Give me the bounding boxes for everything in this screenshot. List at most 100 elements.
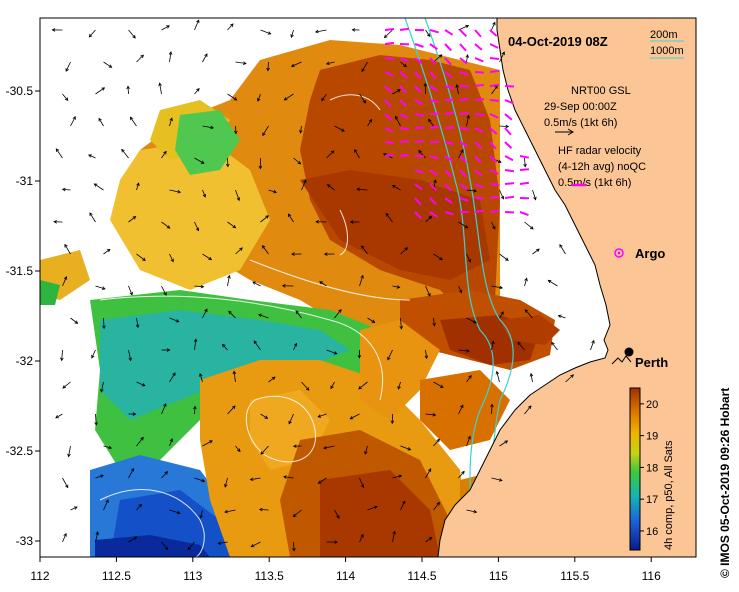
current-arrow xyxy=(291,29,294,38)
current-arrowhead xyxy=(436,501,441,506)
current-arrowhead xyxy=(209,440,213,444)
current-arrowhead xyxy=(281,284,286,288)
radar-arrow xyxy=(459,43,467,52)
current-arrow xyxy=(425,468,432,479)
current-arrow xyxy=(548,280,558,287)
current-arrowhead xyxy=(136,182,140,187)
x-tick-label: 112 xyxy=(30,569,49,583)
current-arrow xyxy=(524,157,526,167)
current-arrowhead xyxy=(504,440,509,444)
current-arrow xyxy=(491,477,503,481)
radar-arrow xyxy=(474,57,484,63)
depth-legend-1000m: 1000m xyxy=(650,45,684,57)
current-arrowhead xyxy=(89,212,93,216)
current-arrow xyxy=(392,531,396,543)
current-arrow xyxy=(400,445,411,451)
current-arrowhead xyxy=(88,154,92,158)
current-arrowhead xyxy=(210,125,215,130)
radar-arrow xyxy=(459,97,470,101)
current-arrow xyxy=(136,54,144,63)
current-arrowhead xyxy=(466,114,470,119)
current-arrow xyxy=(252,281,261,287)
current-arrow xyxy=(169,509,181,514)
current-arrow xyxy=(400,61,407,67)
current-arrowhead xyxy=(72,116,76,120)
current-arrow xyxy=(235,61,246,64)
current-arrowhead xyxy=(130,467,135,472)
current-arrowhead xyxy=(65,484,69,489)
current-arrowhead xyxy=(108,445,113,450)
current-arrowhead xyxy=(93,183,98,187)
current-arrowhead xyxy=(228,310,232,315)
current-arrowhead xyxy=(501,51,505,56)
current-arrowhead xyxy=(126,85,130,90)
radar-arrow xyxy=(444,85,454,90)
current-arrow xyxy=(194,477,205,482)
current-arrowhead xyxy=(242,61,247,65)
colorbar xyxy=(629,387,641,551)
current-arrowhead xyxy=(95,531,99,535)
current-arrow xyxy=(227,93,237,101)
current-arrowhead xyxy=(404,247,409,251)
current-arrowhead xyxy=(460,404,464,409)
current-arrow xyxy=(194,19,200,31)
radar-arrow xyxy=(489,83,500,87)
current-arrow xyxy=(62,477,69,488)
x-axis: 112 112.5 113 113.5 114 114.5 115 115.5 116 xyxy=(30,557,661,583)
current-arrowhead xyxy=(293,342,298,347)
x-tick-label: 115 xyxy=(489,569,508,583)
current-arrowhead xyxy=(172,372,176,377)
current-arrowhead xyxy=(231,405,236,410)
map-title: 04-Oct-2019 08Z xyxy=(508,34,608,49)
radar-arrow xyxy=(474,141,483,149)
argo-marker-dot xyxy=(617,251,621,255)
current-arrow xyxy=(359,534,364,543)
radar-arrow xyxy=(489,195,500,199)
x-tick-label: 116 xyxy=(642,569,661,583)
current-arrow xyxy=(326,61,335,65)
current-arrow xyxy=(136,317,139,328)
radar-arrow xyxy=(414,197,422,206)
current-arrow xyxy=(466,54,469,63)
city-label: Perth xyxy=(635,355,668,370)
current-arrow xyxy=(293,157,301,165)
current-arrow xyxy=(260,445,269,455)
current-arrow xyxy=(95,285,106,290)
current-arrowhead xyxy=(258,165,263,170)
current-arrowhead xyxy=(323,252,328,256)
argo-marker-icon xyxy=(614,248,624,258)
argo-label: Argo xyxy=(635,246,665,261)
current-arrow xyxy=(293,343,297,351)
current-arrow xyxy=(361,61,368,72)
radar-arrow xyxy=(489,43,499,49)
current-arrowhead xyxy=(135,324,140,329)
current-arrowhead xyxy=(551,341,555,346)
hf-radar-arrows xyxy=(384,27,530,220)
current-arrow xyxy=(222,344,228,351)
current-arrowhead xyxy=(439,256,443,261)
current-arrow xyxy=(551,342,558,351)
current-arrow xyxy=(202,125,214,129)
current-arrow xyxy=(300,125,302,134)
current-arrow xyxy=(70,317,78,324)
current-arrowhead xyxy=(108,64,113,68)
current-arrowhead xyxy=(106,248,111,253)
radar-arrow xyxy=(474,83,485,87)
current-arrowhead xyxy=(473,509,478,514)
current-arrowhead xyxy=(351,28,356,32)
y-tick-label: -32 xyxy=(16,354,34,368)
current-arrowhead xyxy=(292,547,296,552)
current-arrow xyxy=(392,475,402,479)
current-arrowhead xyxy=(528,405,532,410)
current-arrowhead xyxy=(524,277,528,282)
current-arrow xyxy=(224,509,236,513)
current-arrowhead xyxy=(362,99,366,104)
current-arrowhead xyxy=(319,281,323,285)
current-arrowhead xyxy=(473,189,477,193)
current-arrowhead xyxy=(234,130,238,135)
current-arrowhead xyxy=(403,63,407,68)
current-arrowhead xyxy=(60,357,64,362)
current-arrow xyxy=(55,148,63,159)
radar-arrow xyxy=(429,155,439,160)
current-arrowhead xyxy=(292,444,297,448)
